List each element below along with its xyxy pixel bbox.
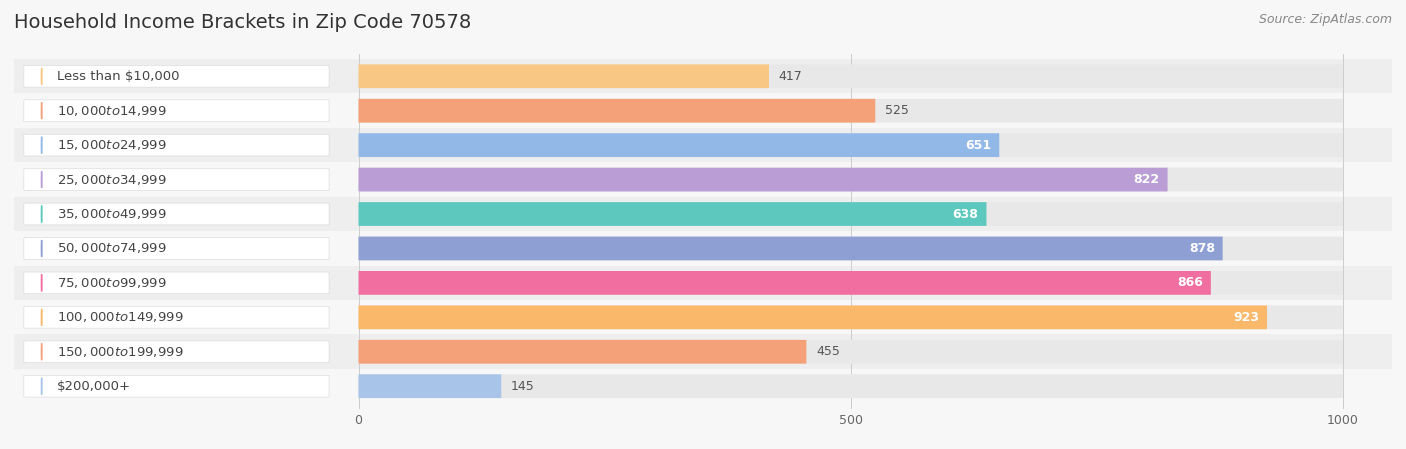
Text: 822: 822 [1133,173,1160,186]
FancyBboxPatch shape [14,335,1392,369]
Text: Source: ZipAtlas.com: Source: ZipAtlas.com [1258,13,1392,26]
FancyBboxPatch shape [24,169,329,190]
FancyBboxPatch shape [359,271,1211,295]
Text: 923: 923 [1233,311,1260,324]
FancyBboxPatch shape [359,374,1343,398]
FancyBboxPatch shape [24,238,329,260]
FancyBboxPatch shape [359,167,1343,191]
FancyBboxPatch shape [359,340,807,364]
Text: $75,000 to $99,999: $75,000 to $99,999 [58,276,167,290]
Text: $200,000+: $200,000+ [58,380,131,393]
FancyBboxPatch shape [359,99,1343,123]
Text: 638: 638 [953,207,979,220]
FancyBboxPatch shape [359,340,1343,364]
FancyBboxPatch shape [359,271,1343,295]
FancyBboxPatch shape [14,300,1392,335]
Text: Less than $10,000: Less than $10,000 [58,70,180,83]
Text: $150,000 to $199,999: $150,000 to $199,999 [58,345,184,359]
FancyBboxPatch shape [359,64,1343,88]
Text: $50,000 to $74,999: $50,000 to $74,999 [58,242,167,255]
FancyBboxPatch shape [14,93,1392,128]
Text: 866: 866 [1177,277,1204,290]
FancyBboxPatch shape [14,265,1392,300]
FancyBboxPatch shape [359,167,1167,191]
FancyBboxPatch shape [359,305,1343,329]
FancyBboxPatch shape [359,237,1343,260]
FancyBboxPatch shape [24,375,329,397]
FancyBboxPatch shape [359,237,1223,260]
Text: 525: 525 [886,104,908,117]
FancyBboxPatch shape [14,59,1392,94]
FancyBboxPatch shape [24,134,329,156]
Text: $25,000 to $34,999: $25,000 to $34,999 [58,172,167,187]
Text: Household Income Brackets in Zip Code 70578: Household Income Brackets in Zip Code 70… [14,13,471,32]
FancyBboxPatch shape [24,272,329,294]
FancyBboxPatch shape [359,133,1000,157]
FancyBboxPatch shape [14,369,1392,404]
FancyBboxPatch shape [359,133,1343,157]
FancyBboxPatch shape [359,374,502,398]
Text: 145: 145 [512,380,534,393]
Text: $35,000 to $49,999: $35,000 to $49,999 [58,207,167,221]
FancyBboxPatch shape [359,202,987,226]
FancyBboxPatch shape [24,66,329,87]
Text: $100,000 to $149,999: $100,000 to $149,999 [58,310,184,324]
Text: 878: 878 [1189,242,1215,255]
Text: 455: 455 [815,345,839,358]
FancyBboxPatch shape [14,162,1392,197]
FancyBboxPatch shape [359,305,1267,329]
FancyBboxPatch shape [24,341,329,363]
Text: 651: 651 [966,139,991,152]
Text: 417: 417 [779,70,803,83]
Text: $15,000 to $24,999: $15,000 to $24,999 [58,138,167,152]
FancyBboxPatch shape [24,203,329,225]
Text: $10,000 to $14,999: $10,000 to $14,999 [58,104,167,118]
FancyBboxPatch shape [14,231,1392,266]
FancyBboxPatch shape [359,64,769,88]
FancyBboxPatch shape [359,99,876,123]
FancyBboxPatch shape [24,100,329,122]
FancyBboxPatch shape [14,197,1392,231]
FancyBboxPatch shape [24,307,329,328]
FancyBboxPatch shape [14,128,1392,163]
FancyBboxPatch shape [359,202,1343,226]
